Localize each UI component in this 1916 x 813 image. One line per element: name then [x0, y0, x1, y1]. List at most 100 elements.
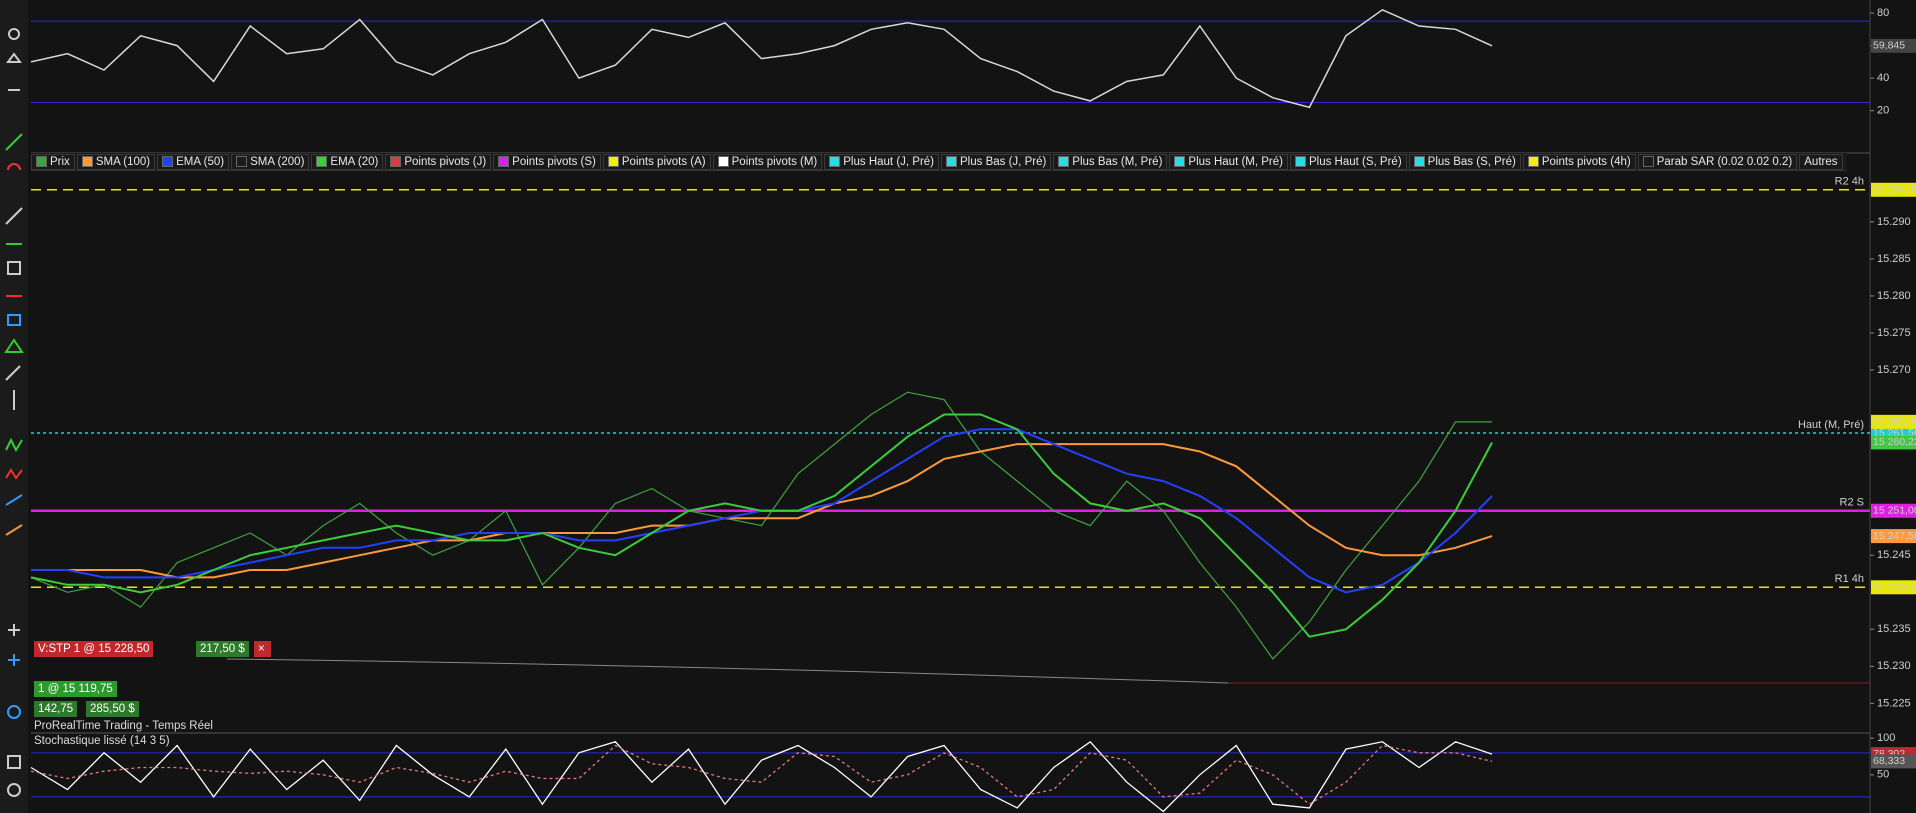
legend-swatch: [1294, 156, 1306, 167]
legend-item[interactable]: EMA (50): [157, 153, 230, 170]
level-label: R1 4h: [1835, 573, 1864, 585]
position-points: 142,75: [34, 701, 78, 717]
move-tool[interactable]: [8, 654, 20, 666]
legend-item[interactable]: Points pivots (A): [602, 153, 711, 170]
legend-item[interactable]: SMA (100): [76, 153, 156, 170]
level-value-label: 15 251,00: [1873, 505, 1916, 517]
legend-item[interactable]: Points pivots (S): [493, 153, 601, 170]
level-value-label-bg: [1871, 503, 1916, 518]
legend-label: Plus Bas (M, Pré): [1072, 155, 1163, 168]
delete-tool[interactable]: [7, 261, 21, 275]
legend-item[interactable]: Points pivots (J): [385, 153, 492, 170]
settings-tool[interactable]: [8, 624, 20, 636]
stop-pnl: 217,50 $: [196, 641, 249, 657]
legend-item[interactable]: Plus Haut (S, Pré): [1289, 153, 1407, 170]
y-tick-label: 40: [1877, 72, 1889, 84]
others-button[interactable]: Autres: [1799, 153, 1843, 170]
legend-item[interactable]: SMA (200): [231, 153, 310, 170]
toolbar-icons: [4, 28, 24, 797]
trend-tool[interactable]: [5, 133, 23, 151]
legend: Prix SMA (100) EMA (50) SMA (200) EMA (20) Po…: [31, 153, 1847, 171]
price-line: [31, 443, 1493, 579]
y-tick-label: 15.290: [1877, 216, 1911, 228]
stoch-line: [30, 740, 1493, 813]
legend-swatch: [1642, 156, 1654, 167]
legend-item[interactable]: Points pivots (4h): [1522, 153, 1636, 170]
last-value-label: 15 247,58: [1873, 530, 1916, 542]
legend-item[interactable]: Plus Bas (J, Pré): [941, 153, 1052, 170]
text-tool[interactable]: [7, 755, 21, 769]
legend-label: Points pivots (M): [731, 155, 818, 168]
legend-label: Points pivots (4h): [1541, 155, 1631, 168]
legend-item[interactable]: Plus Bas (S, Pré): [1408, 153, 1521, 170]
level-value-label-bg: [1871, 580, 1916, 595]
legend-label: EMA (20): [330, 155, 379, 168]
y-tick-label: 15.225: [1877, 697, 1911, 709]
legend-item[interactable]: Prix: [31, 153, 75, 170]
legend-swatch: [162, 156, 174, 167]
fib-tool[interactable]: [5, 494, 23, 506]
legend-swatch: [81, 156, 93, 167]
legend-swatch: [1174, 156, 1186, 167]
level-value-label: 15 240,67: [1873, 581, 1916, 593]
legend-swatch: [236, 156, 248, 167]
position-order[interactable]: 1 @ 15 119,75: [34, 681, 117, 697]
legend-item[interactable]: Points pivots (M): [712, 153, 823, 170]
fan-tool[interactable]: [5, 524, 23, 536]
close-stop[interactable]: ×: [254, 641, 271, 657]
rsi-last-label: 59,845: [1873, 40, 1905, 52]
alert-tool[interactable]: [6, 52, 22, 63]
legend-label: EMA (50): [176, 155, 225, 168]
rsi-last-label-bg: [1871, 38, 1916, 53]
y-tick-label: 80: [1877, 7, 1889, 19]
legend-swatch: [316, 156, 328, 167]
pattern-tool[interactable]: [5, 468, 23, 480]
y-tick-label: 15.230: [1877, 660, 1911, 672]
y-tick-label: 15.270: [1877, 364, 1911, 376]
wave-tool[interactable]: [5, 437, 23, 453]
price-line: [30, 391, 1492, 660]
legend-label: Plus Bas (S, Pré): [1427, 155, 1516, 168]
legend-label: SMA (200): [250, 155, 305, 168]
y-tick-label: 15.275: [1877, 327, 1911, 339]
level-label: Haut (M, Pré): [1798, 419, 1864, 431]
help-tool[interactable]: [7, 783, 21, 797]
legend-label: Plus Haut (J, Pré): [843, 155, 935, 168]
y-tick-label: 15.280: [1877, 290, 1911, 302]
status-text: ProRealTime Trading - Temps Réel: [34, 720, 213, 732]
last-value-label-bg: [1871, 414, 1916, 429]
magnet-tool[interactable]: [7, 163, 21, 171]
legend-item[interactable]: Plus Haut (J, Pré): [824, 153, 940, 170]
target-tool[interactable]: [7, 705, 21, 719]
position-pnl: 285,50 $: [86, 701, 139, 717]
last-value-label-bg: [1871, 529, 1916, 544]
line-tool[interactable]: [5, 207, 23, 225]
y-tick-label: 20: [1877, 105, 1889, 117]
stop-order[interactable]: V:STP 1 @ 15 228,50: [34, 641, 154, 657]
legend-item[interactable]: Plus Bas (M, Pré): [1053, 153, 1168, 170]
last-value-label: 15 260,22: [1873, 436, 1916, 448]
legend-swatch: [1058, 156, 1070, 167]
legend-label: Parab SAR (0.02 0.02 0.2): [1656, 155, 1793, 168]
legend-swatch: [717, 156, 729, 167]
triangle-tool[interactable]: [4, 338, 24, 353]
legend-item[interactable]: Parab SAR (0.02 0.02 0.2): [1637, 153, 1798, 170]
legend-item[interactable]: Plus Haut (M, Pré): [1169, 153, 1288, 170]
zoom-tool[interactable]: [8, 28, 20, 40]
stoch-last-label: 68,333: [1873, 755, 1905, 767]
level-label: R2 4h: [1835, 176, 1864, 188]
legend-swatch: [829, 156, 841, 167]
legend-label: Plus Haut (M, Pré): [1188, 155, 1283, 168]
legend-item[interactable]: EMA (20): [311, 153, 384, 170]
y-tick-label: 15.235: [1877, 623, 1911, 635]
stoch-last-label-bg: [1871, 754, 1916, 769]
legend-swatch: [607, 156, 619, 167]
legend-swatch: [1413, 156, 1425, 167]
rect-tool[interactable]: [7, 314, 21, 326]
arrow-tool[interactable]: [5, 365, 21, 381]
order-link: [226, 658, 1229, 684]
y-tick-label: 50: [1877, 769, 1889, 781]
y-tick-label: 15.285: [1877, 253, 1911, 265]
